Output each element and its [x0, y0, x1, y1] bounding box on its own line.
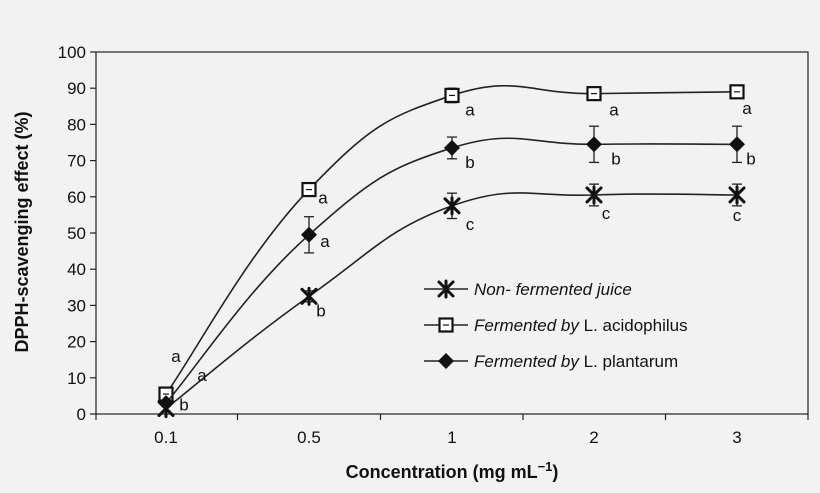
significance-letter: a [197, 366, 207, 385]
significance-letter: c [733, 206, 742, 225]
y-tick-label: 10 [67, 369, 86, 388]
significance-letter: c [602, 204, 611, 223]
x-tick-label: 3 [732, 428, 741, 447]
significance-letter: a [465, 100, 475, 119]
data-point [729, 136, 745, 153]
y-tick-label: 40 [67, 260, 86, 279]
significance-letter: b [611, 149, 620, 168]
series-line [165, 85, 738, 395]
legend-label: Non- fermented juice [474, 280, 632, 299]
x-axis-title: Concentration (mg mL−1) [346, 459, 559, 482]
x-axis-title-main: Concentration (mg mL [346, 462, 538, 482]
significance-letter: b [316, 301, 325, 320]
y-tick-label: 90 [67, 79, 86, 98]
significance-letter: b [465, 153, 474, 172]
legend-item: Fermented by L. plantarum [424, 352, 678, 371]
data-point [300, 286, 318, 306]
x-axis-title-sup: −1 [538, 459, 553, 474]
significance-letter: a [171, 347, 181, 366]
legend-item: Non- fermented juice [424, 279, 632, 299]
y-tick-label: 30 [67, 296, 86, 315]
y-tick-label: 100 [58, 43, 86, 62]
series-diamond: aab b b [158, 125, 756, 412]
y-tick-label: 80 [67, 115, 86, 134]
x-tick-label: 0.5 [297, 428, 321, 447]
series-line [165, 137, 738, 404]
legend-label-part: L. acidophilus [579, 316, 688, 335]
significance-letter: a [318, 189, 328, 208]
legend-label-part: Fermented by [474, 352, 580, 371]
y-tick-label: 60 [67, 188, 86, 207]
x-tick-label: 2 [589, 428, 598, 447]
significance-letter: a [742, 99, 752, 118]
y-tick-label: 0 [77, 405, 86, 424]
data-point [728, 185, 746, 205]
significance-letter: b [746, 149, 755, 168]
legend-label-part: Non- fermented juice [474, 280, 632, 299]
legend-marker [438, 353, 454, 369]
y-axis-title: DPPH-scavenging effect (%) [12, 111, 32, 352]
data-point [585, 185, 603, 205]
significance-letter: a [609, 101, 619, 120]
x-axis: 0.1 0.5 1 2 3 [95, 414, 809, 447]
x-tick-label: 0.1 [154, 428, 178, 447]
data-point [444, 139, 460, 156]
legend-label: Fermented by L. plantarum [474, 352, 678, 371]
legend-label-part: Fermented by [474, 316, 580, 335]
x-tick-label: 1 [447, 428, 456, 447]
y-axis: 0 10 20 30 40 50 60 70 80 90 100 [58, 43, 96, 424]
legend-item: Fermented by L. acidophilus [424, 316, 688, 335]
series-line [165, 192, 738, 410]
significance-letter: c [466, 215, 475, 234]
series-square: aaa a a [158, 84, 752, 402]
data-point [301, 226, 317, 243]
legend: Non- fermented juice Fermented by L. acid… [424, 279, 688, 371]
legend-label-part: L. plantarum [579, 352, 678, 371]
significance-letter: a [320, 232, 330, 251]
x-axis-title-close: ) [552, 462, 558, 482]
data-point [586, 136, 602, 153]
y-tick-label: 50 [67, 224, 86, 243]
data-point [443, 196, 461, 216]
y-tick-label: 20 [67, 333, 86, 352]
significance-letter: b [179, 396, 188, 415]
data-point [158, 395, 174, 412]
legend-label: Fermented by L. acidophilus [474, 316, 688, 335]
legend-marker [437, 279, 455, 299]
y-tick-label: 70 [67, 152, 86, 171]
